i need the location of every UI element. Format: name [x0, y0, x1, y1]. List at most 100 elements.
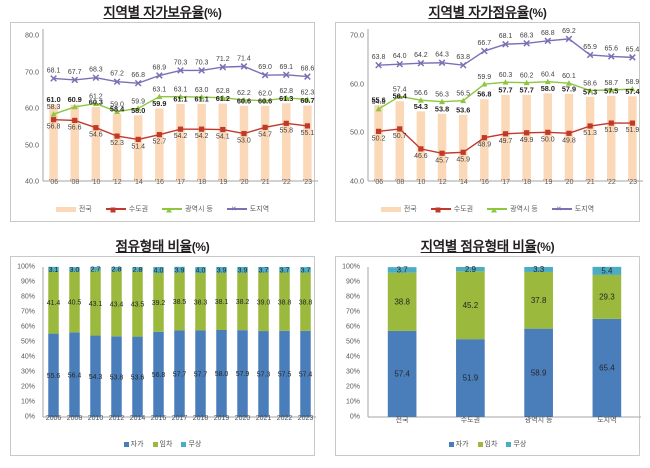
- stack-segment-무상: [48, 266, 59, 272]
- marker-square: [608, 120, 614, 126]
- stack-segment-임차: [216, 272, 227, 330]
- data-label: 65.9: [583, 44, 597, 51]
- bar-jeonguk: [374, 105, 383, 181]
- legend-item-도지역[interactable]: ✕ 도지역: [551, 204, 594, 214]
- y-tick-label: 0%: [24, 413, 35, 421]
- y-tick-label: 20%: [20, 383, 35, 391]
- y-tick-label: 60.0: [350, 79, 364, 89]
- data-label: 62.2: [237, 90, 251, 97]
- stack-segment-임차: [90, 270, 101, 336]
- stack-segment-자가: [387, 330, 417, 417]
- segment-label: 57.4: [299, 372, 313, 379]
- segment-label: 3.7: [397, 266, 409, 275]
- data-label: 54.2: [174, 133, 188, 140]
- data-label: 56.8: [477, 90, 491, 99]
- data-label: 50.2: [372, 135, 386, 142]
- x-tick-label: 수도권: [460, 417, 481, 424]
- x-tick-label: '21: [260, 179, 270, 186]
- x-tick-label: '22: [281, 179, 291, 186]
- data-label: 59.9: [478, 74, 492, 81]
- data-label: 68.1: [47, 67, 61, 74]
- x-tick-label: 2022: [276, 415, 293, 422]
- data-label: 64.3: [435, 52, 449, 59]
- panel-jiyeok-jeomyu-hyeongtae: 지역별 점유형태 비율(%) 0% 10% 20% 30% 40% 50% 60% 70% 80…: [325, 234, 650, 468]
- marker-x: [261, 71, 269, 79]
- data-label: 64.2: [414, 52, 428, 59]
- plot-jaga-boyu: 40.0 50.0 60.0 70.0 80.0 61.0 60.9 60.3 58.4 58.…: [10, 22, 318, 222]
- marker-x: [629, 54, 636, 61]
- data-label: 51.4: [131, 143, 145, 150]
- data-label: 69.1: [279, 64, 293, 71]
- data-label: 54.7: [258, 131, 272, 138]
- stack-segment-자가: [132, 336, 143, 417]
- legend-item-자가[interactable]: 자가: [448, 439, 469, 449]
- data-label: 58.4: [110, 104, 125, 113]
- legend-marker-x: ✕: [555, 206, 562, 213]
- data-label: 51.3: [583, 130, 597, 137]
- panel-title-unit: (%): [528, 6, 547, 20]
- legend-item-자가[interactable]: 자가: [123, 439, 144, 449]
- data-label: 69.0: [258, 64, 272, 71]
- stack-segment-무상: [90, 266, 101, 271]
- stack-segment-무상: [279, 267, 290, 273]
- marker-square: [135, 136, 141, 142]
- bar-jeonguk: [49, 104, 58, 181]
- legend-item-도지역[interactable]: ✕ 도지역: [226, 204, 270, 214]
- marker-triangle: [156, 93, 163, 100]
- marker-square: [375, 128, 382, 134]
- legend-item-수도권[interactable]: 수도권: [430, 204, 473, 214]
- legend-item-수도권[interactable]: 수도권: [105, 204, 148, 214]
- x-tick-label: '16: [154, 179, 164, 186]
- data-label: 54.3: [414, 102, 428, 111]
- panel-title-text: 지역별 자가점유율: [428, 5, 529, 20]
- segment-label: 45.2: [463, 301, 479, 310]
- data-label: 62.0: [258, 91, 272, 98]
- legend-jiyeok-jeomyu-hyeongtae: 자가 임차 무상: [336, 439, 639, 449]
- legend-item-전국[interactable]: 전국: [55, 204, 92, 214]
- legend-swatch: [152, 441, 158, 447]
- legend-item-무상[interactable]: 무상: [506, 439, 526, 449]
- segment-label: 3.7: [280, 267, 290, 274]
- legend-item-임차[interactable]: 임차: [477, 439, 497, 449]
- data-label: 56.6: [68, 124, 82, 131]
- segment-label: 38.2: [236, 299, 250, 306]
- marker-square: [199, 126, 205, 132]
- data-label: 54.1: [216, 134, 230, 141]
- data-label: 60.9: [68, 95, 82, 104]
- data-label: 54.2: [195, 133, 209, 140]
- marker-triangle: [396, 93, 403, 99]
- legend-item-광역시 등[interactable]: 광역시 등: [487, 204, 538, 214]
- x-tick-label: 2023: [297, 415, 314, 422]
- data-label: 58.9: [626, 79, 640, 86]
- data-label: 65.6: [604, 45, 618, 52]
- data-label: 62.3: [301, 90, 315, 97]
- stack-segment-자가: [111, 336, 122, 417]
- marker-square: [114, 133, 120, 139]
- legend-item-광역시 등[interactable]: 광역시 등: [162, 204, 213, 214]
- segment-label: 38.8: [394, 297, 410, 306]
- segment-label: 38.1: [215, 299, 229, 306]
- legend-jaga-jeomyu: 전국 수도권 광역시 등 ✕ 도지역: [336, 204, 639, 214]
- marker-x: [156, 72, 163, 79]
- data-label: 65.4: [626, 46, 640, 53]
- data-label: 68.3: [520, 32, 534, 39]
- legend-item-전국[interactable]: 전국: [380, 204, 417, 214]
- bar-jeonguk: [197, 103, 206, 181]
- segment-label: 3.9: [217, 268, 227, 275]
- y-tick-label: 70%: [20, 308, 35, 316]
- x-tick-label: '17: [500, 179, 511, 186]
- legend-jeomyu-hyeongtae: 자가 임차 무상: [11, 439, 314, 449]
- data-label: 46.6: [414, 153, 428, 160]
- marker-triangle: [523, 79, 530, 86]
- legend-item-무상[interactable]: 무상: [181, 439, 201, 449]
- stack-segment-임차: [48, 271, 59, 334]
- marker-x: [565, 35, 573, 43]
- bar-jeonguk: [543, 93, 553, 181]
- data-label: 58.6: [583, 80, 597, 87]
- legend-item-임차[interactable]: 임차: [152, 439, 172, 449]
- y-tick-label: 70%: [345, 308, 360, 316]
- x-tick-label: '14: [458, 179, 468, 186]
- legend-swatch: [123, 441, 129, 447]
- segment-label: 43.1: [89, 301, 103, 308]
- legend-label: 도지역: [249, 206, 270, 213]
